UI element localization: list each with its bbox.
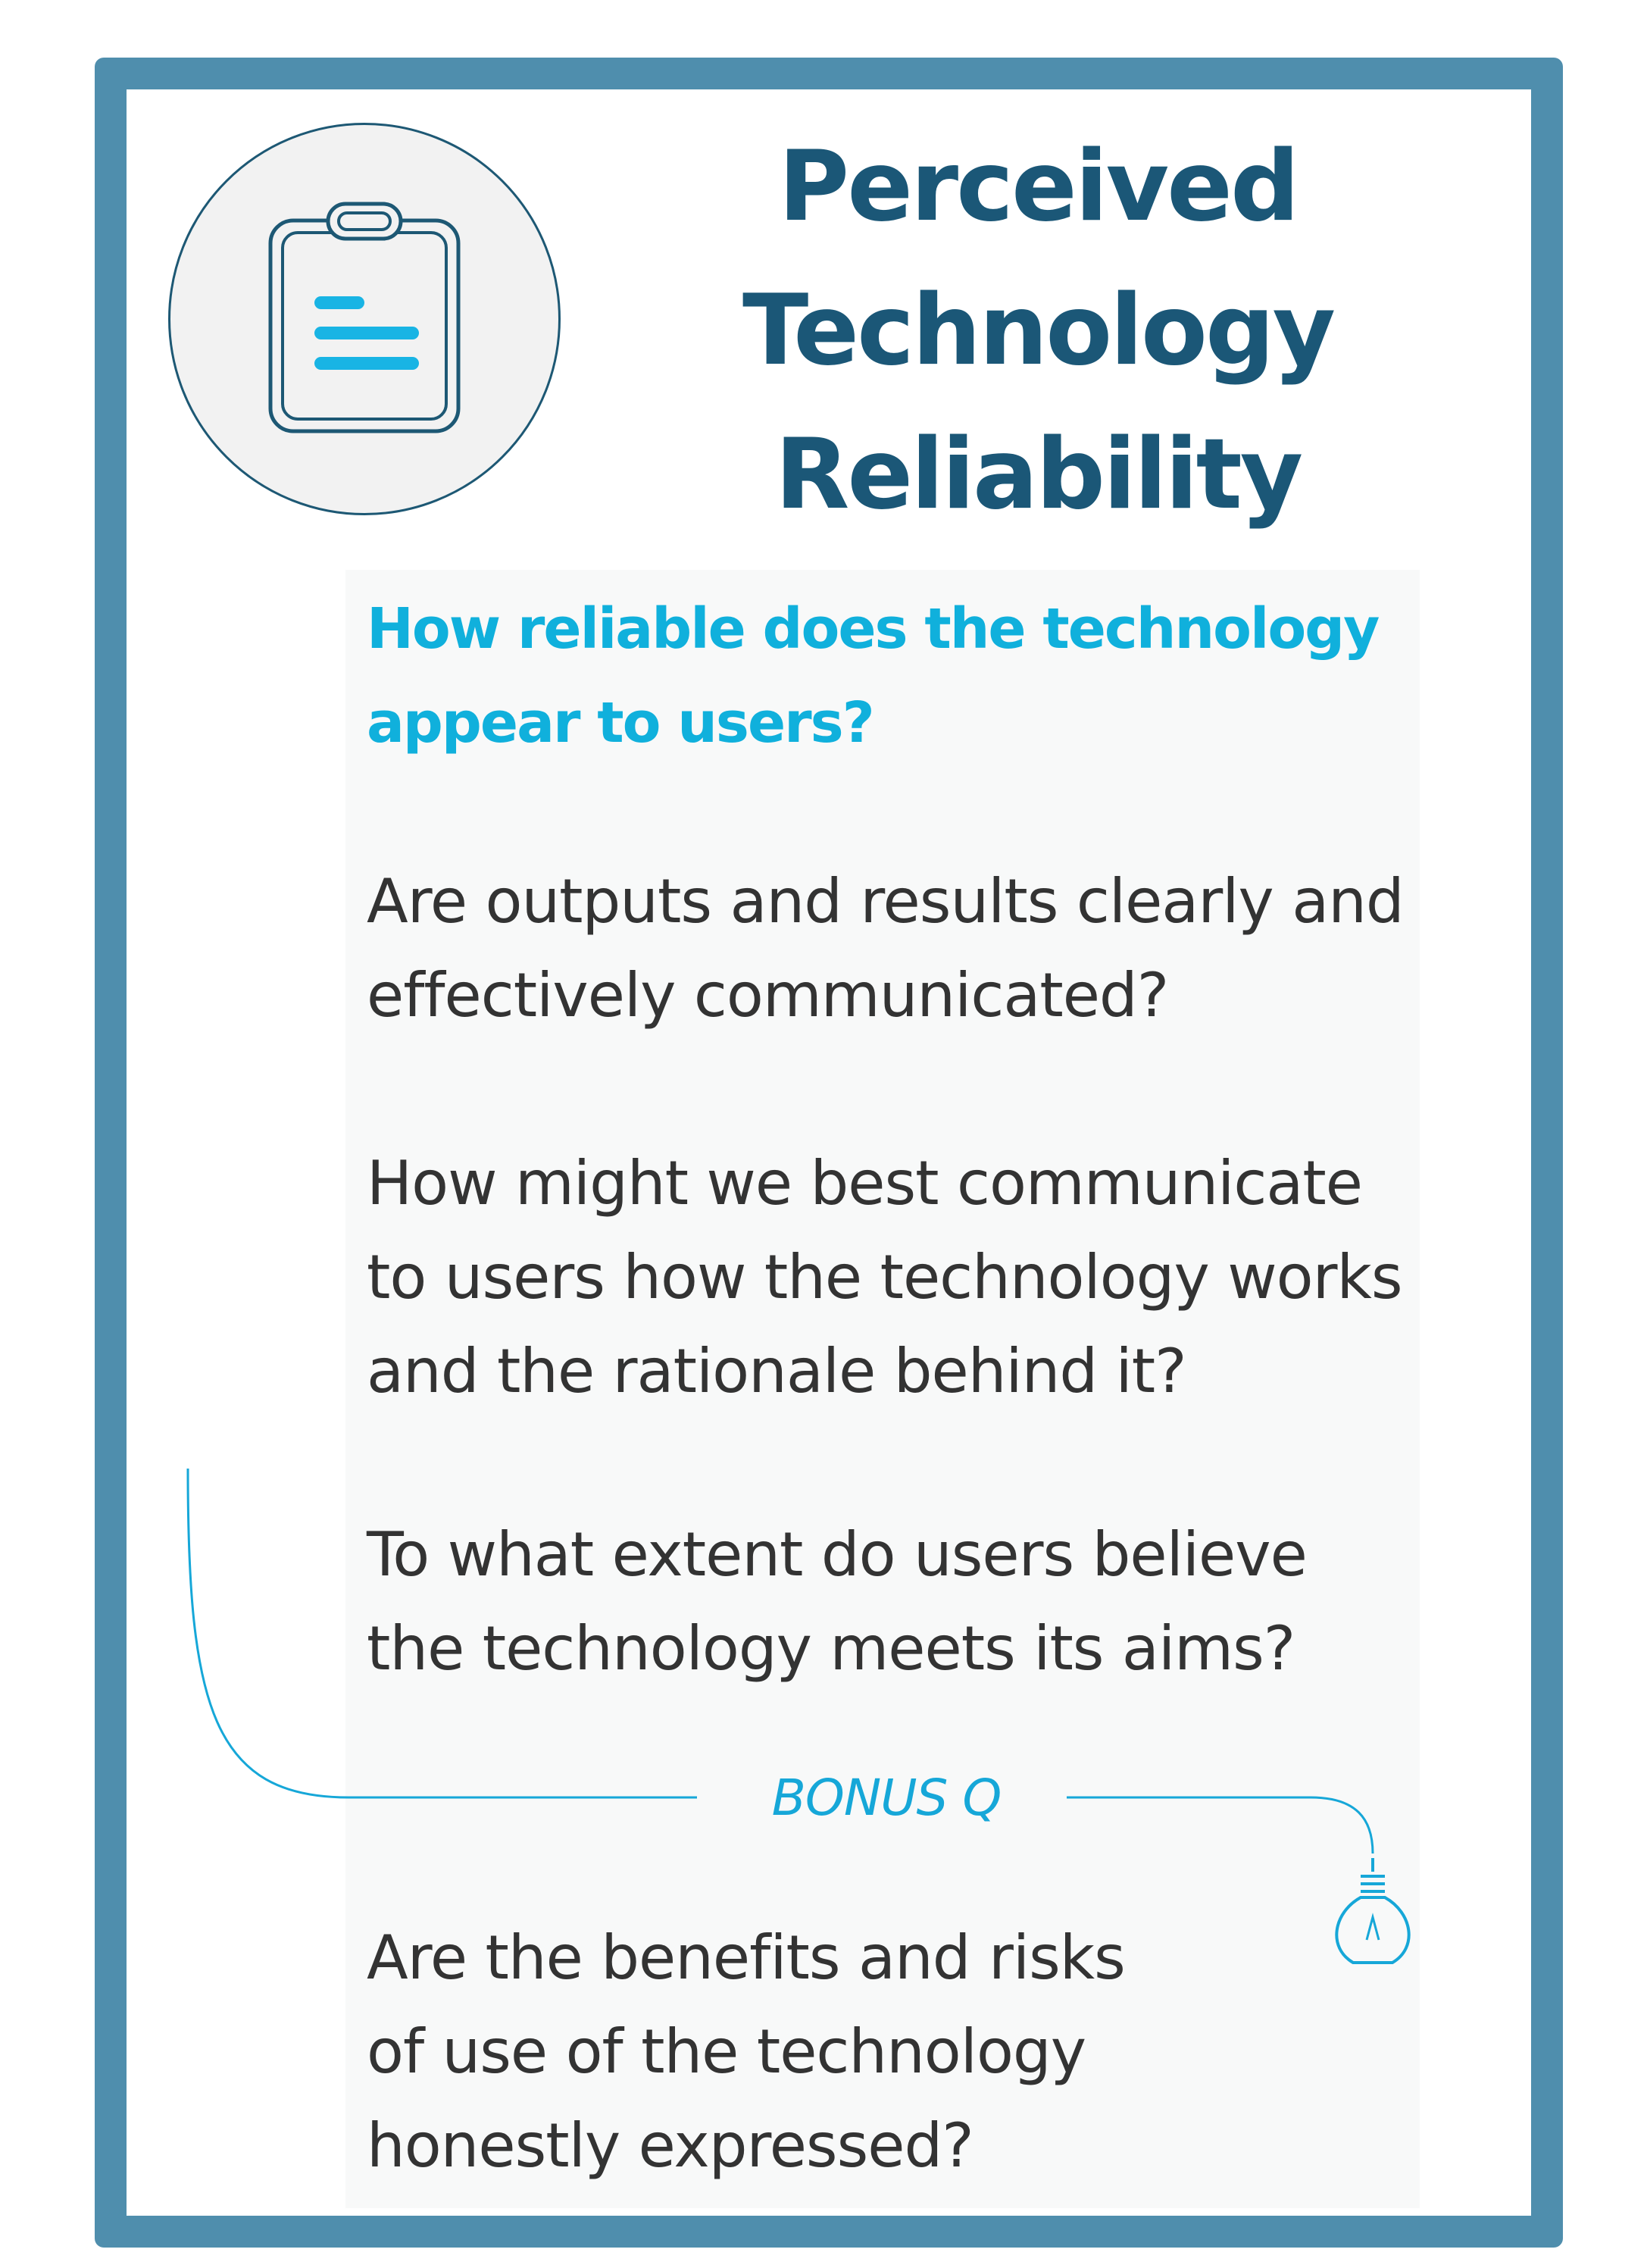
clipboard-icon bbox=[168, 123, 561, 515]
lead-question: How reliable does the technology appear … bbox=[367, 582, 1397, 770]
question-line: to users how the technology works bbox=[367, 1242, 1403, 1312]
question-line: How might we best communicate bbox=[367, 1148, 1363, 1218]
question-line: effectively communicated? bbox=[367, 960, 1169, 1031]
bonus-label: BONUS Q bbox=[771, 1769, 1002, 1827]
bonus-question: Are the benefits and risks of use of the… bbox=[367, 1911, 1397, 2193]
card-title: Perceived Technology Reliability bbox=[697, 115, 1379, 547]
title-line: Technology bbox=[742, 274, 1336, 387]
question-item: How might we best communicate to users h… bbox=[367, 1137, 1403, 1419]
question-panel bbox=[345, 570, 1420, 2208]
bonus-question-line: of use of the technology bbox=[367, 2016, 1086, 2087]
title-line: Perceived bbox=[778, 130, 1299, 243]
bonus-question-line: honestly expressed? bbox=[367, 2110, 974, 2181]
question-line: To what extent do users believe bbox=[367, 1519, 1308, 1590]
lead-question-line: How reliable does the technology bbox=[367, 596, 1380, 662]
title-line: Reliability bbox=[774, 418, 1303, 531]
question-line: and the rationale behind it? bbox=[367, 1336, 1187, 1406]
bonus-question-line: Are the benefits and risks bbox=[367, 1922, 1126, 1993]
question-line: Are outputs and results clearly and bbox=[367, 866, 1405, 937]
question-item: To what extent do users believe the tech… bbox=[367, 1508, 1397, 1696]
question-item: Are outputs and results clearly and effe… bbox=[367, 855, 1405, 1043]
lead-question-line: appear to users? bbox=[367, 690, 875, 755]
question-line: the technology meets its aims? bbox=[367, 1613, 1295, 1684]
